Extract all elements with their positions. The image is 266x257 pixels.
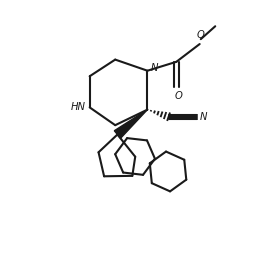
Text: N: N bbox=[150, 63, 158, 74]
Polygon shape bbox=[114, 109, 147, 138]
Text: O: O bbox=[196, 30, 204, 40]
Text: HN: HN bbox=[71, 102, 86, 112]
Text: O: O bbox=[174, 91, 182, 101]
Text: N: N bbox=[200, 112, 208, 122]
